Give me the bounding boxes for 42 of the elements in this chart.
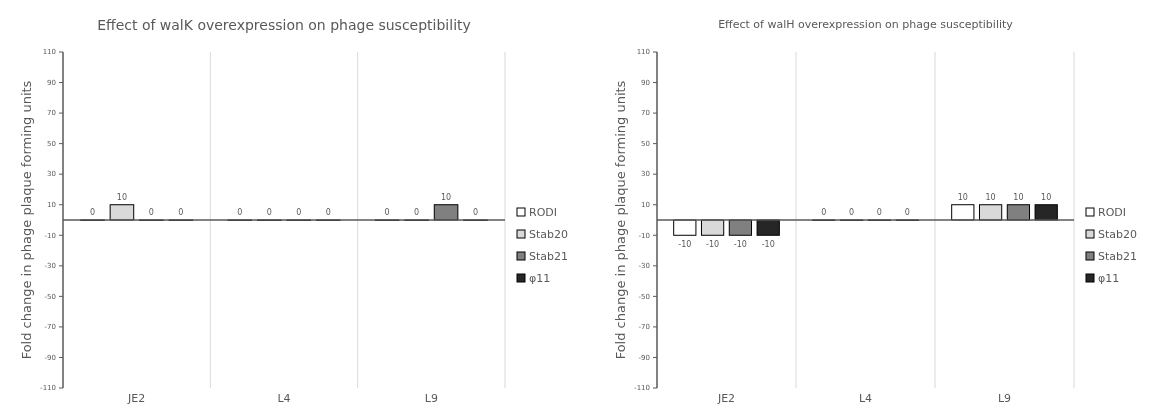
data-label: 0 bbox=[178, 208, 184, 217]
data-label: 0 bbox=[296, 208, 302, 217]
x-tick-label: L4 bbox=[277, 392, 291, 405]
x-tick-label: L9 bbox=[424, 392, 438, 405]
data-label: 0 bbox=[325, 208, 331, 217]
y-axis-title: Fold change in phage plaque forming units bbox=[613, 80, 628, 360]
x-tick-label: JE2 bbox=[716, 392, 736, 405]
data-label: 0 bbox=[821, 208, 827, 217]
data-label: 0 bbox=[472, 208, 479, 217]
legend-label: Stab20 bbox=[1098, 227, 1138, 241]
data-label: -10 bbox=[733, 240, 747, 250]
x-tick-label: JE2 bbox=[127, 392, 146, 405]
chart-title: Effect of walK overexpression on phage susceptibility bbox=[97, 17, 471, 33]
legend-label: Stab21 bbox=[529, 249, 569, 263]
data-label: 0 bbox=[266, 208, 272, 217]
legend-label: φ11 bbox=[1098, 271, 1120, 285]
legend-label: φ11 bbox=[529, 271, 551, 285]
x-tick-label: L9 bbox=[997, 392, 1012, 405]
data-label: 10 bbox=[116, 192, 128, 202]
legend-label: RODI bbox=[1098, 205, 1127, 219]
data-label: 0 bbox=[904, 208, 910, 217]
chart-title: Effect of walH overexpression on phage susceptibility bbox=[718, 18, 1014, 31]
data-label: 10 bbox=[1041, 192, 1052, 202]
data-label: 0 bbox=[148, 208, 154, 217]
legend-label: Stab20 bbox=[529, 227, 569, 241]
legend-label: Stab21 bbox=[1098, 249, 1138, 263]
data-label: 0 bbox=[384, 208, 390, 217]
data-label: 0 bbox=[237, 208, 243, 217]
data-label: -10 bbox=[706, 240, 720, 250]
data-label: 0 bbox=[849, 208, 855, 217]
data-label: 10 bbox=[985, 192, 996, 202]
data-label: 10 bbox=[957, 192, 968, 202]
y-axis-title: Fold change in phage plaque forming units bbox=[19, 80, 34, 360]
data-label: -10 bbox=[678, 240, 692, 250]
data-label: 10 bbox=[1013, 192, 1024, 202]
legend-label: RODI bbox=[529, 205, 558, 219]
data-label: 10 bbox=[440, 192, 452, 202]
data-label: 0 bbox=[89, 208, 96, 217]
x-tick-label: L4 bbox=[858, 392, 873, 405]
data-label: -10 bbox=[761, 240, 775, 250]
data-label: 0 bbox=[414, 208, 420, 217]
data-label: 0 bbox=[876, 208, 882, 217]
